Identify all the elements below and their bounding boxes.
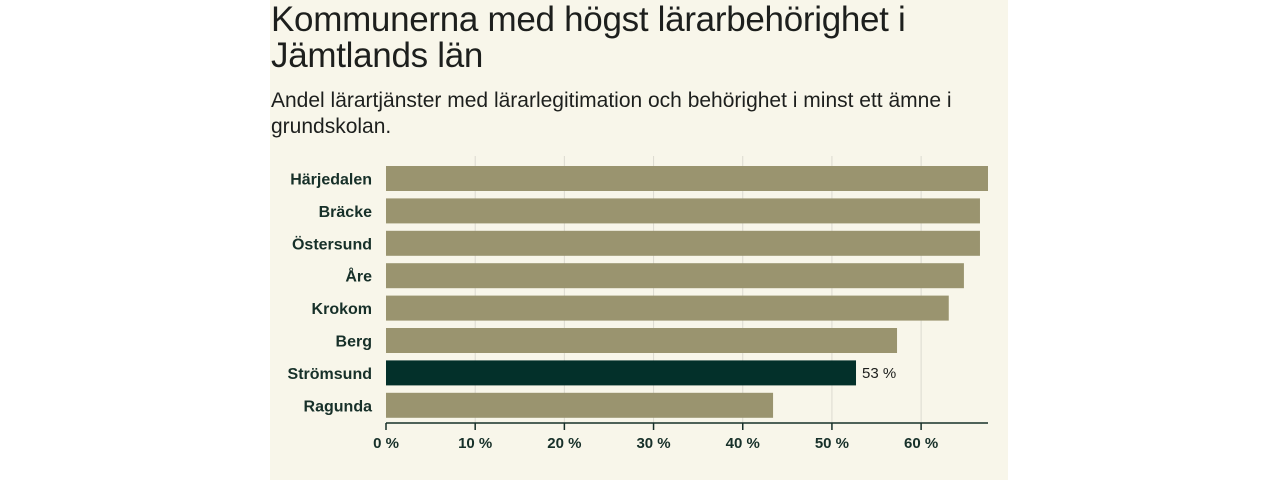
- bar-ragunda: [386, 392, 774, 418]
- bar-berg: [386, 328, 898, 353]
- category-label: Åre: [345, 267, 372, 286]
- bar-strömsund: [386, 360, 857, 386]
- x-tick-label: 0 %: [373, 435, 399, 452]
- bar-åre: [386, 263, 964, 289]
- chart-title: Kommunerna med högst lärarbehörighet i J…: [271, 0, 906, 75]
- bar-krokom: [386, 295, 949, 321]
- category-label: Berg: [336, 334, 372, 351]
- bar-chart: Härjedalen Bräcke Östersund Åre Krokom Berg St…: [288, 156, 988, 452]
- x-tick-label: 60 %: [904, 435, 938, 452]
- category-label: Strömsund: [288, 366, 372, 383]
- category-label: Härjedalen: [290, 172, 372, 189]
- bars: [386, 166, 988, 418]
- x-axis: 0 % 10 % 20 % 30 % 40 % 50 % 60 %: [373, 422, 988, 452]
- x-tick-label: 30 %: [636, 435, 670, 452]
- x-tick-label: 20 %: [547, 435, 581, 452]
- data-labels: 53 %: [862, 365, 896, 382]
- category-label: Bräcke: [319, 204, 372, 221]
- category-label: Östersund: [292, 234, 372, 253]
- data-label: 53 %: [862, 365, 896, 382]
- x-tick-label: 40 %: [726, 435, 760, 452]
- bar-östersund: [386, 230, 980, 256]
- x-tick-label: 50 %: [815, 435, 849, 452]
- chart-subtitle: Andel lärartjänster med lärarlegitimatio…: [271, 89, 952, 138]
- x-tick-label: 10 %: [458, 435, 492, 452]
- category-label: Ragunda: [304, 398, 373, 415]
- bar-bräcke: [386, 198, 980, 224]
- category-label: Krokom: [312, 301, 372, 318]
- bar-härjedalen: [386, 166, 988, 191]
- category-labels: Härjedalen Bräcke Östersund Åre Krokom Berg St…: [288, 172, 373, 416]
